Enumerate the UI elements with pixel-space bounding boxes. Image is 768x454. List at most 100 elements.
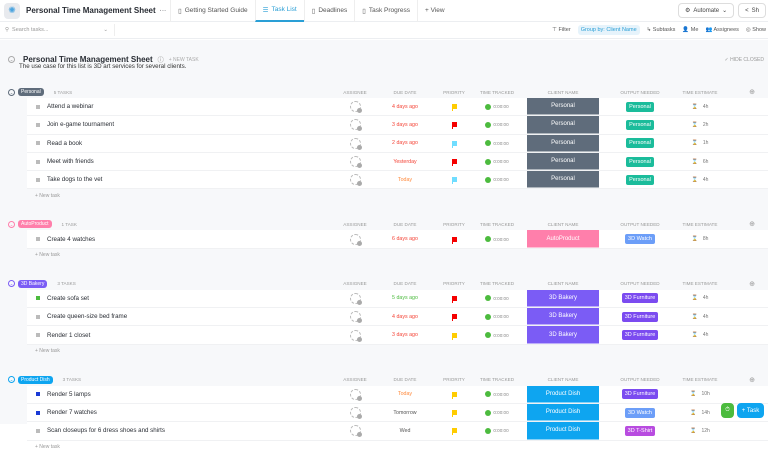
time-tracked[interactable]: 0:00:00 xyxy=(472,290,522,307)
client-name[interactable]: Personal xyxy=(527,98,599,116)
subtasks-button[interactable]: ↳ Subtasks xyxy=(646,27,676,33)
collapse-icon[interactable]: ⌄ xyxy=(8,376,15,384)
time-estimate[interactable]: ⌛ 4h xyxy=(685,98,715,115)
column-settings-icon[interactable]: ⊕ xyxy=(749,221,755,229)
play-icon[interactable] xyxy=(485,176,492,183)
group-by-button[interactable]: Group by: Client Name xyxy=(577,25,640,35)
task-row[interactable]: Create sofa set 5 days ago 0:00:00 3D Baker… xyxy=(27,289,768,309)
time-tracked[interactable]: 0:00:00 xyxy=(472,135,522,152)
add-assignee-icon[interactable] xyxy=(349,388,362,401)
column-header[interactable]: OUTPUT NEEDED xyxy=(620,281,660,287)
share-button[interactable]: < Sh xyxy=(738,3,766,18)
task-row[interactable]: Attend a webinar 4 days ago 0:00:00 Persona… xyxy=(27,98,768,117)
column-header[interactable]: TIME ESTIMATE xyxy=(682,281,718,287)
group-badge[interactable]: Personal xyxy=(18,88,44,96)
column-header[interactable]: CLIENT NAME xyxy=(547,377,579,383)
collapse-icon[interactable]: ⌄ xyxy=(8,220,15,228)
time-estimate[interactable]: ⌛ 8h xyxy=(685,230,715,247)
task-name[interactable]: Create sofa set xyxy=(47,294,89,302)
time-estimate[interactable]: ⌛ 14h xyxy=(685,404,715,421)
add-assignee-icon[interactable] xyxy=(349,156,362,169)
add-task-button[interactable]: + Task xyxy=(737,403,764,418)
assignee-cell[interactable] xyxy=(340,171,370,188)
time-tracked[interactable]: 0:00:00 xyxy=(472,116,522,133)
priority-cell[interactable] xyxy=(444,116,464,133)
client-name[interactable]: Product Dish xyxy=(527,385,599,403)
column-header[interactable]: PRIORITY xyxy=(443,281,465,287)
status-icon[interactable] xyxy=(36,296,40,301)
add-assignee-icon[interactable] xyxy=(349,329,362,342)
task-name[interactable]: Attend a webinar xyxy=(47,103,94,111)
add-assignee-icon[interactable] xyxy=(349,137,362,150)
add-assignee-icon[interactable] xyxy=(349,425,362,438)
task-name[interactable]: Scan closeups for 6 dress shoes and shir… xyxy=(47,427,165,435)
priority-cell[interactable] xyxy=(444,326,464,343)
assignee-cell[interactable] xyxy=(340,98,370,115)
status-icon[interactable] xyxy=(36,141,40,146)
status-icon[interactable] xyxy=(36,392,40,397)
due-date[interactable]: 4 days ago xyxy=(392,103,418,110)
output-cell[interactable]: Personal xyxy=(610,135,670,152)
chevron-down-icon[interactable]: ⌄ xyxy=(722,8,728,14)
column-header[interactable]: DUE DATE xyxy=(393,221,417,227)
output-cell[interactable]: Personal xyxy=(610,98,670,115)
output-badge[interactable]: Personal xyxy=(626,138,654,149)
add-assignee-icon[interactable] xyxy=(349,407,362,420)
status-icon[interactable] xyxy=(36,314,40,319)
column-header[interactable]: ASSIGNEE xyxy=(343,281,367,287)
output-badge[interactable]: 3D Furniture xyxy=(621,293,659,304)
info-icon[interactable]: ⓘ xyxy=(157,58,164,64)
column-header[interactable]: TIME ESTIMATE xyxy=(682,221,718,227)
assignee-cell[interactable] xyxy=(340,153,370,170)
assignee-cell[interactable] xyxy=(340,422,370,439)
assignees-button[interactable]: 👥 Assignees xyxy=(705,27,739,33)
client-name[interactable]: Personal xyxy=(527,171,599,189)
output-cell[interactable]: Personal xyxy=(610,171,670,188)
status-icon[interactable] xyxy=(36,428,40,433)
assignee-cell[interactable] xyxy=(340,404,370,421)
add-assignee-icon[interactable] xyxy=(349,119,362,132)
assignee-cell[interactable] xyxy=(340,386,370,403)
time-tracked[interactable]: 0:00:00 xyxy=(472,153,522,170)
column-header[interactable]: TIME TRACKED xyxy=(479,281,515,287)
add-assignee-icon[interactable] xyxy=(349,233,362,246)
due-date[interactable]: 4 days ago xyxy=(392,313,418,320)
output-cell[interactable]: Personal xyxy=(610,116,670,133)
column-header[interactable]: ASSIGNEE xyxy=(343,89,367,95)
new-task-button[interactable]: + NEW TASK xyxy=(168,56,199,63)
time-tracked[interactable]: 0:00:00 xyxy=(472,386,522,403)
task-row[interactable]: Render 1 closet 3 days ago 0:00:00 3D Baker… xyxy=(27,326,768,345)
add-assignee-icon[interactable] xyxy=(349,292,362,305)
time-estimate[interactable]: ⌛ 12h xyxy=(685,422,715,439)
status-icon[interactable] xyxy=(36,122,40,127)
tab-task-progress[interactable]: ▯ Task Progress xyxy=(354,0,417,22)
client-name[interactable]: 3D Bakery xyxy=(527,289,599,308)
collapse-icon[interactable]: ⌄ xyxy=(8,280,15,288)
task-name[interactable]: Join e-game tournament xyxy=(47,121,115,129)
due-date[interactable]: 2 days ago xyxy=(392,140,418,147)
time-tracked[interactable]: 0:00:00 xyxy=(472,230,522,247)
tab-getting-started[interactable]: ▯ Getting Started Guide xyxy=(170,0,254,22)
group-badge[interactable]: Product Dish xyxy=(18,375,53,384)
task-name[interactable]: Render 7 watches xyxy=(47,409,97,417)
output-cell[interactable]: 3D Furniture xyxy=(610,308,670,325)
column-header[interactable]: OUTPUT NEEDED xyxy=(620,221,660,227)
status-icon[interactable] xyxy=(36,159,40,164)
play-icon[interactable] xyxy=(485,427,492,434)
due-date[interactable]: Today xyxy=(397,176,413,183)
output-cell[interactable]: 3D T-Shirt xyxy=(610,422,670,439)
play-icon[interactable] xyxy=(485,391,492,398)
new-task-button[interactable]: + New task xyxy=(35,444,60,451)
column-header[interactable]: ASSIGNEE xyxy=(343,221,367,227)
task-name[interactable]: Read a book xyxy=(47,139,83,147)
output-badge[interactable]: 3D Watch xyxy=(625,234,655,245)
play-icon[interactable] xyxy=(485,158,492,165)
output-cell[interactable]: 3D Furniture xyxy=(610,326,670,343)
new-task-button[interactable]: + New task xyxy=(35,252,60,259)
task-name[interactable]: Render 1 closet xyxy=(47,331,91,339)
tab-task-list[interactable]: ☰ Task List xyxy=(254,0,304,22)
time-tracked[interactable]: 0:00:00 xyxy=(472,404,522,421)
task-name[interactable]: Create 4 watches xyxy=(47,235,96,243)
client-name[interactable]: Personal xyxy=(527,134,599,152)
output-cell[interactable]: 3D Watch xyxy=(610,404,670,421)
